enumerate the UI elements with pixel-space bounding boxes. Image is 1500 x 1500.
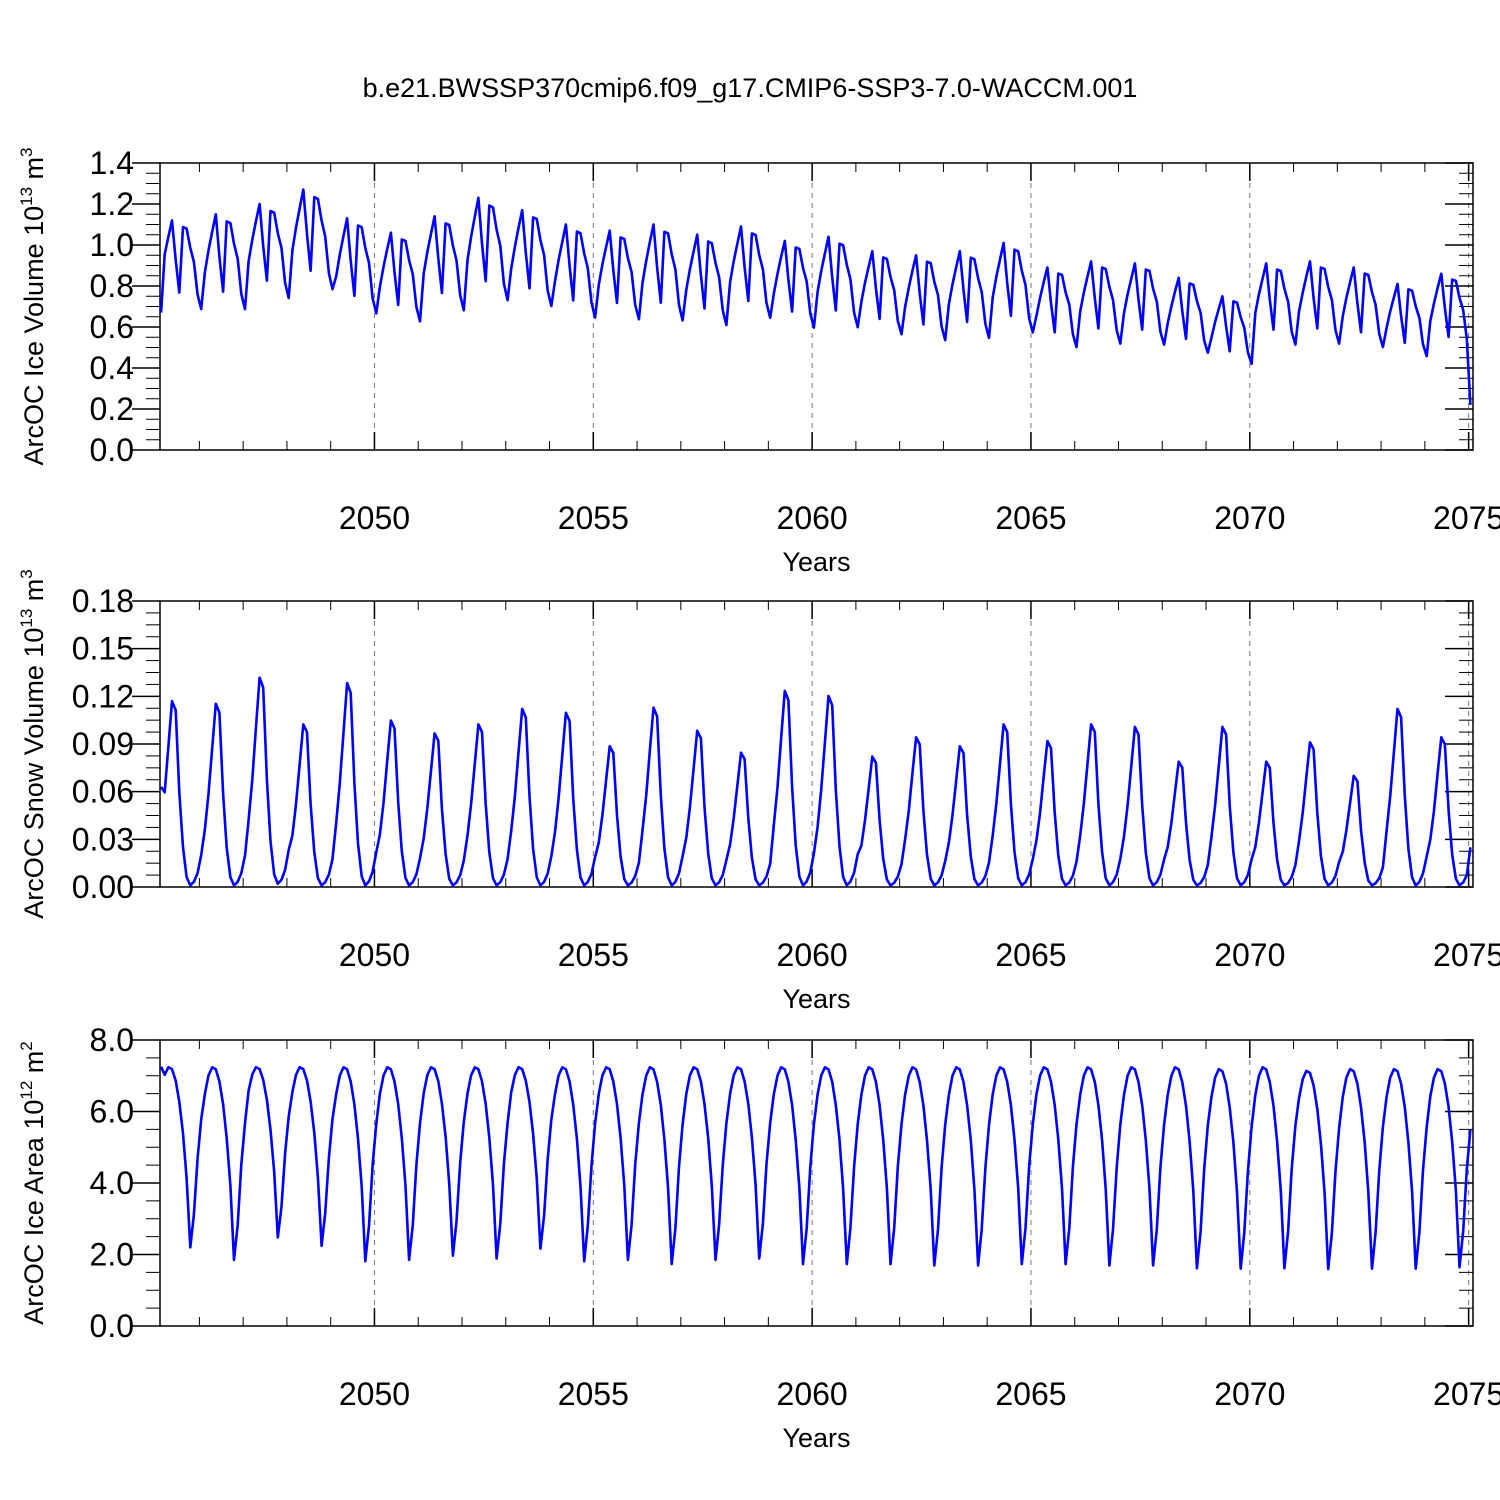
y-label-text: ArcOC Ice Volume 10 [19, 206, 49, 466]
x-tick-label: 2050 [339, 937, 410, 973]
y-tick-label: 0.15 [72, 631, 134, 667]
x-tick-label: 2055 [558, 500, 629, 536]
y-label-exponent: 3 [17, 147, 36, 156]
y-tick-label: 4.0 [90, 1165, 134, 1201]
series-line-ice-volume [159, 188, 1472, 405]
y-tick-label: 1.4 [90, 145, 134, 181]
y-label-text: ArcOC Ice Area 10 [19, 1100, 49, 1325]
figure-title: b.e21.BWSSP370cmip6.f09_g17.CMIP6-SSP3-7… [363, 73, 1138, 103]
x-axis-label: Years [782, 547, 850, 577]
panels: 0.0 0.2 0.4 0.6 0.8 1.0 1.2 1.4 2050 2055 2060 2065… [17, 145, 1500, 1453]
x-tick-label: 2070 [1214, 937, 1285, 973]
panel-snow-volume: 0.00 0.03 0.06 0.09 0.12 0.15 0.18 2050 2055 2060… [17, 569, 1500, 1014]
y-tick-label: 0.2 [90, 391, 134, 427]
x-tick-label: 2070 [1214, 500, 1285, 536]
y-axis-label: ArcOC Ice Volume 1013 m3 [17, 147, 49, 465]
y-tick-label: 1.2 [90, 186, 134, 222]
y-tick-label: 0.06 [72, 774, 134, 810]
y-tick-label: 0.0 [90, 432, 134, 468]
y-tick-label: 6.0 [90, 1094, 134, 1130]
plot-frame [159, 600, 1474, 888]
y-tick-label: 0.00 [72, 869, 134, 905]
y-tick-label: 0.18 [72, 583, 134, 619]
y-tick-label: 0.8 [90, 268, 134, 304]
y-tick-label: 0.03 [72, 821, 134, 857]
y-axis-label: ArcOC Ice Area 1012 m2 [17, 1041, 49, 1325]
x-tick-label: 2070 [1214, 1376, 1285, 1412]
y-tick-label: 2.0 [90, 1237, 134, 1273]
series-line-ice-area [159, 1065, 1472, 1271]
x-tick-label: 2055 [558, 1376, 629, 1412]
y-tick-label: 0.0 [90, 1308, 134, 1344]
y-tick-label: 0.6 [90, 309, 134, 345]
x-tick-label: 2075 [1433, 1376, 1500, 1412]
y-tick-label: 1.0 [90, 227, 134, 263]
y-label-text: ArcOC Snow Volume 10 [19, 628, 49, 919]
panel-ice-volume: 0.0 0.2 0.4 0.6 0.8 1.0 1.2 1.4 2050 2055 2060 2065… [17, 145, 1500, 577]
x-axis-label: Years [782, 1423, 850, 1453]
x-tick-label: 2065 [995, 937, 1066, 973]
y-label-text: m [19, 1051, 49, 1081]
y-label-exponent: 12 [17, 1081, 36, 1100]
x-axis-label: Years [782, 984, 850, 1014]
y-label-exponent: 13 [17, 609, 36, 628]
y-tick-label: 0.09 [72, 726, 134, 762]
x-tick-label: 2060 [777, 500, 848, 536]
y-tick-label: 8.0 [90, 1022, 134, 1058]
x-tick-label: 2065 [995, 500, 1066, 536]
y-tick-label: 0.4 [90, 350, 134, 386]
x-tick-label: 2050 [339, 500, 410, 536]
plot-frame [159, 162, 1474, 451]
x-tick-label: 2050 [339, 1376, 410, 1412]
y-label-text: m [19, 157, 49, 187]
y-label-text: m [19, 579, 49, 609]
y-label-exponent: 3 [17, 569, 36, 578]
x-tick-label: 2055 [558, 937, 629, 973]
y-axis-label: ArcOC Snow Volume 1013 m3 [17, 569, 49, 919]
x-tick-label: 2060 [777, 1376, 848, 1412]
y-label-exponent: 13 [17, 187, 36, 206]
series-line-snow-volume [160, 676, 1472, 887]
plot-frame [159, 1039, 1474, 1327]
x-tick-label: 2075 [1433, 937, 1500, 973]
x-tick-label: 2060 [777, 937, 848, 973]
x-tick-label: 2065 [995, 1376, 1066, 1412]
y-label-exponent: 2 [17, 1041, 36, 1050]
x-tick-label: 2075 [1433, 500, 1500, 536]
panel-ice-area: 0.0 2.0 4.0 6.0 8.0 2050 2055 2060 2065 2070 2075 Y… [17, 1022, 1500, 1453]
y-tick-label: 0.12 [72, 678, 134, 714]
